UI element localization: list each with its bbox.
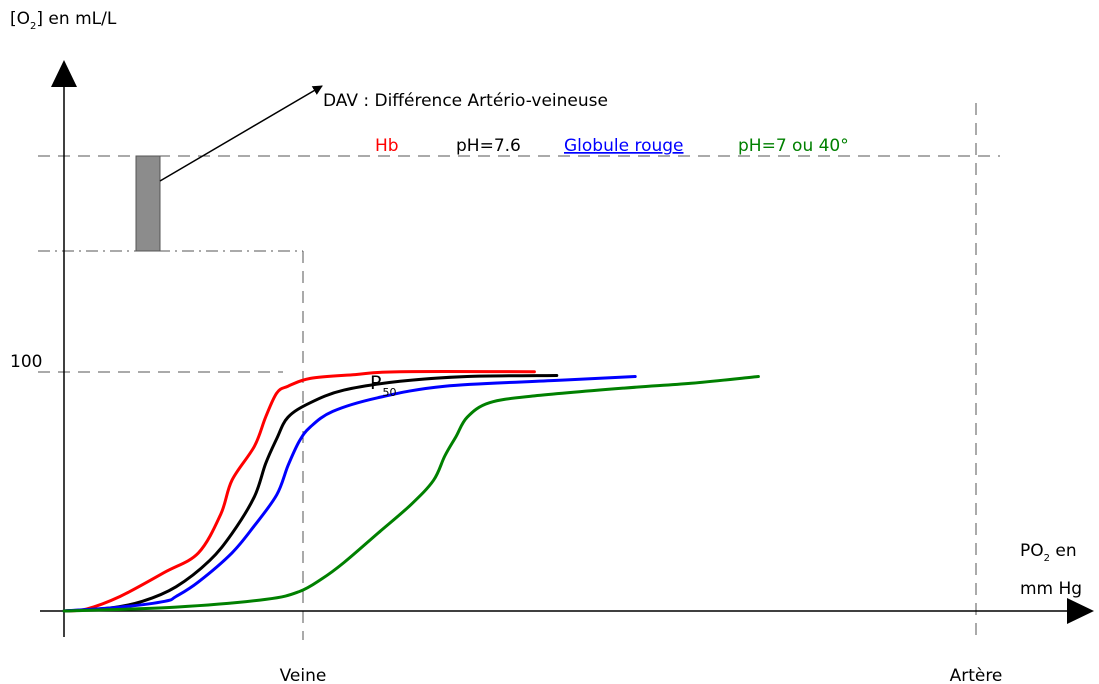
dav-arrow <box>159 85 323 182</box>
series-line-0 <box>62 369 536 613</box>
series-label-ph76: pH=7.6 <box>456 136 521 156</box>
x-axis-label: PO2 en <box>1020 541 1077 564</box>
series-label-hb: Hb <box>375 136 399 156</box>
x-marker-veine: Veine <box>280 666 327 684</box>
y-axis-label: [O2] en mL/L <box>10 9 117 32</box>
series-label-globule-rouge: Globule rouge <box>564 136 684 156</box>
series-line-1 <box>62 374 559 613</box>
series-line-3 <box>62 375 760 613</box>
x-axis-arrow <box>1067 598 1094 624</box>
dav-annotation: DAV : Différence Artério-veineuse <box>323 91 608 111</box>
series-label-ph7-40: pH=7 ou 40° <box>738 136 849 156</box>
x-marker-artere: Artère <box>950 666 1003 684</box>
y-tick-100: 100 <box>10 352 42 372</box>
y-axis-arrow <box>51 60 77 87</box>
series-line-2 <box>62 375 637 613</box>
series-group <box>62 369 760 613</box>
axes <box>40 60 1094 637</box>
x-axis-label-line2: mm Hg <box>1020 579 1082 599</box>
p50-label: P50 <box>370 372 396 399</box>
reference-lines <box>38 103 1000 640</box>
dav-bar <box>135 155 161 252</box>
